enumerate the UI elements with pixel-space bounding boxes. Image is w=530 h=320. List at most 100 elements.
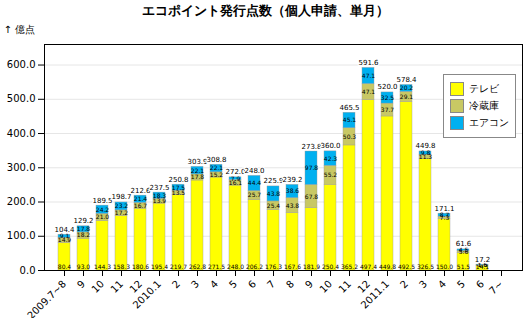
svg-text:32.5: 32.5 [381,94,395,101]
svg-text:176.3: 176.3 [265,263,282,270]
svg-text:67.8: 67.8 [305,193,319,200]
svg-text:144.3: 144.3 [94,263,111,270]
svg-text:219.7: 219.7 [170,263,187,270]
svg-text:158.3: 158.3 [113,263,130,270]
svg-text:42.3: 42.3 [324,155,338,162]
svg-text:5: 5 [227,278,239,290]
svg-text:129.2: 129.2 [73,217,93,225]
svg-text:104.4: 104.4 [54,226,75,234]
svg-text:250.4: 250.4 [322,263,339,270]
svg-text:2: 2 [398,278,410,290]
svg-text:3: 3 [189,278,201,290]
svg-text:239.2: 239.2 [282,176,302,184]
svg-text:591.6: 591.6 [358,59,379,67]
svg-text:61.6: 61.6 [456,240,472,248]
svg-text:51.5: 51.5 [457,263,471,270]
svg-text:9: 9 [303,278,315,290]
svg-text:11: 11 [108,278,125,295]
svg-text:600.0: 600.0 [7,59,36,70]
svg-text:2: 2 [170,278,182,290]
svg-text:93.0: 93.0 [77,263,91,270]
svg-text:6: 6 [246,278,258,290]
svg-text:300.0: 300.0 [7,162,36,173]
svg-text:271.5: 271.5 [208,263,225,270]
svg-text:97.8: 97.8 [305,164,319,171]
svg-text:10: 10 [89,278,106,295]
svg-text:21.4: 21.4 [134,195,148,202]
svg-text:326.5: 326.5 [417,263,434,270]
svg-text:47.1: 47.1 [362,72,376,79]
svg-text:15.2: 15.2 [210,171,224,178]
svg-text:7: 7 [265,278,277,290]
svg-text:5: 5 [455,278,467,290]
svg-text:24.2: 24.2 [96,206,110,213]
svg-text:29.1: 29.1 [400,93,414,100]
svg-text:9: 9 [75,278,87,290]
svg-text:47.1: 47.1 [362,88,376,95]
svg-text:150.0: 150.0 [436,263,453,270]
svg-text:17.8: 17.8 [191,173,205,180]
svg-text:273.8: 273.8 [301,143,321,151]
svg-text:7~: 7~ [487,278,505,296]
svg-text:2011.1: 2011.1 [359,278,392,311]
svg-text:492.5: 492.5 [398,263,415,270]
svg-text:25.4: 25.4 [267,202,281,209]
svg-text:262.8: 262.8 [189,263,206,270]
svg-text:308.8: 308.8 [206,156,226,164]
svg-text:250.8: 250.8 [168,176,188,184]
svg-text:38.6: 38.6 [286,187,300,194]
svg-text:10: 10 [317,278,334,295]
svg-text:18.3: 18.3 [153,192,167,199]
svg-text:225.9: 225.9 [263,177,283,185]
svg-text:365.2: 365.2 [341,263,358,270]
svg-text:212.6: 212.6 [130,187,151,195]
svg-text:45.1: 45.1 [343,116,357,123]
svg-text:206.2: 206.2 [246,263,263,270]
svg-text:248.0: 248.0 [227,263,244,270]
svg-text:20.2: 20.2 [400,84,414,91]
svg-text:360.0: 360.0 [320,142,340,150]
svg-text:55.2: 55.2 [324,171,338,178]
svg-text:237.5: 237.5 [149,184,169,192]
svg-text:4: 4 [436,278,448,290]
svg-text:22.1: 22.1 [210,164,224,171]
svg-text:500.0: 500.0 [7,93,36,104]
svg-text:17.5: 17.5 [172,184,186,191]
svg-text:272.0: 272.0 [225,168,245,176]
svg-text:25.7: 25.7 [248,191,262,198]
svg-text:248.0: 248.0 [244,167,264,175]
svg-text:200.0: 200.0 [7,196,36,207]
svg-text:18.2: 18.2 [77,231,91,238]
svg-text:449.8: 449.8 [415,142,435,150]
svg-text:↑ 億点: ↑ 億点 [4,24,36,35]
svg-text:2010.1: 2010.1 [131,278,164,311]
svg-text:4: 4 [208,278,220,290]
svg-text:167.6: 167.6 [284,263,301,270]
svg-text:171.1: 171.1 [434,205,454,213]
svg-text:44.4: 44.4 [248,179,262,186]
svg-text:43.8: 43.8 [286,202,300,209]
svg-text:80.4: 80.4 [58,263,72,270]
svg-text:17.2: 17.2 [475,256,491,264]
svg-text:198.7: 198.7 [111,193,131,201]
svg-text:3: 3 [417,278,429,290]
svg-text:23.2: 23.2 [115,202,129,209]
svg-text:449.8: 449.8 [379,263,396,270]
svg-text:11: 11 [336,278,353,295]
svg-text:37.7: 37.7 [381,106,395,113]
svg-text:520.0: 520.0 [377,83,397,91]
svg-text:578.4: 578.4 [396,76,417,84]
svg-text:189.5: 189.5 [92,197,112,205]
svg-text:181.9: 181.9 [303,263,320,270]
svg-text:497.4: 497.4 [360,263,377,270]
svg-text:22.1: 22.1 [191,167,205,174]
svg-text:2009.7~8: 2009.7~8 [25,278,68,318]
svg-text:400.0: 400.0 [7,128,36,139]
svg-text:16.7: 16.7 [134,202,148,209]
svg-text:180.6: 180.6 [132,263,149,270]
svg-text:100.0: 100.0 [7,230,36,241]
svg-text:0.0: 0.0 [20,265,36,276]
svg-text:465.5: 465.5 [339,104,359,112]
svg-text:50.3: 50.3 [343,133,357,140]
svg-text:6: 6 [474,278,486,290]
